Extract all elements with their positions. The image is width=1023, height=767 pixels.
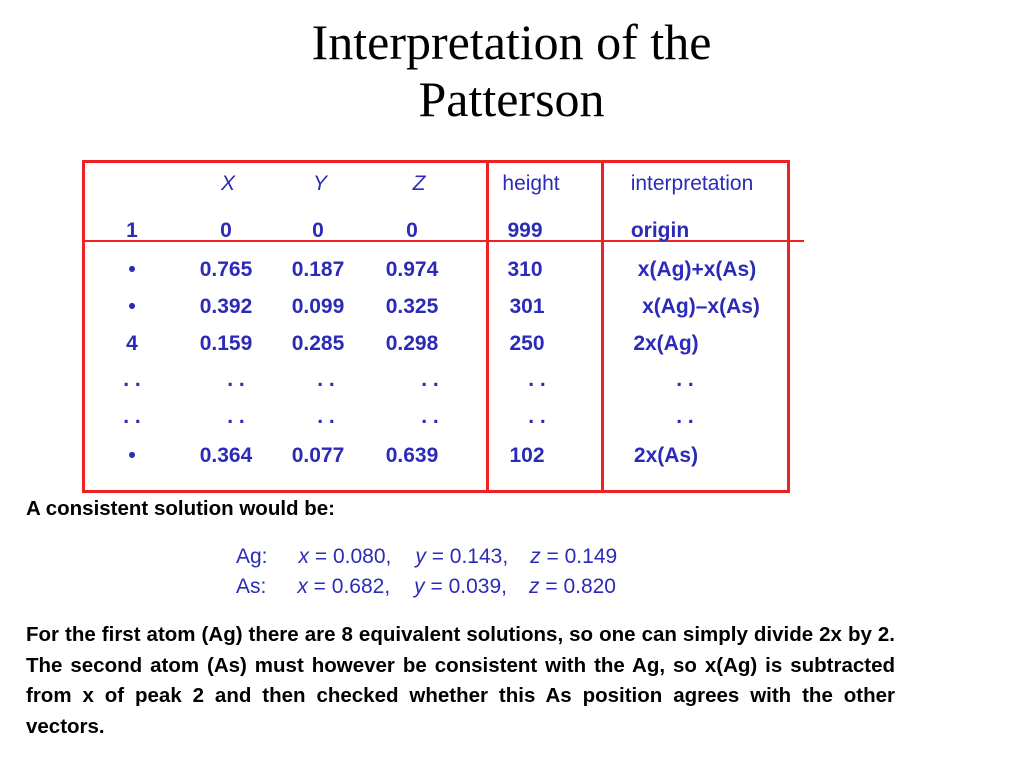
- table-header-rule: [82, 240, 804, 242]
- row-index: . .: [123, 405, 141, 428]
- row-x: . .: [227, 368, 245, 391]
- row-interpretation: origin: [630, 219, 690, 242]
- as-label: As:: [236, 575, 267, 598]
- ag-label: Ag:: [236, 545, 268, 568]
- row-height: 310: [507, 258, 543, 281]
- row-z: 0.298: [385, 332, 439, 355]
- row-interpretation: . .: [676, 368, 694, 391]
- ag-z-value: 0.149: [564, 545, 618, 568]
- row-interpretation: 2x(As): [633, 444, 699, 467]
- row-z: . .: [421, 368, 439, 391]
- header-x: X: [220, 172, 235, 195]
- ag-y-var: y: [415, 545, 426, 568]
- as-z-var: z: [529, 575, 540, 598]
- solution-ag-line: Ag: x = 0.080, y = 0.143, z = 0.149: [236, 543, 617, 571]
- row-interpretation: x(Ag)–x(As): [642, 295, 760, 318]
- row-x: 0: [220, 219, 232, 242]
- as-x-value: 0.682,: [331, 575, 391, 598]
- as-y-value: 0.039,: [448, 575, 507, 598]
- row-x: 0.364: [199, 444, 253, 467]
- equals-sign: =: [540, 545, 565, 568]
- row-index: •: [128, 295, 136, 318]
- ag-z-var: z: [530, 545, 541, 568]
- row-z: 0.639: [385, 444, 439, 467]
- row-index: 1: [126, 219, 138, 242]
- header-y: Y: [312, 172, 327, 195]
- row-x: 0.765: [199, 258, 253, 281]
- ag-x-var: x: [298, 545, 310, 568]
- equals-sign: =: [307, 575, 332, 598]
- row-height: 301: [509, 295, 545, 318]
- page-title: Interpretation of the Patterson: [0, 14, 1023, 128]
- row-z: . .: [421, 405, 439, 428]
- row-z: 0: [406, 219, 418, 242]
- ag-x-value: 0.080,: [332, 545, 392, 568]
- as-x-var: x: [297, 575, 308, 598]
- row-index: . .: [123, 368, 141, 391]
- row-interpretation: 2x(Ag): [633, 332, 699, 355]
- solution-as-line: As: x = 0.682, y = 0.039, z = 0.820: [236, 573, 616, 601]
- table-frame: [82, 160, 790, 493]
- ag-y-value: 0.143,: [449, 545, 509, 568]
- row-y: 0.099: [291, 295, 345, 318]
- solution-heading: A consistent solution would be:: [26, 497, 336, 520]
- row-z: 0.325: [385, 295, 439, 318]
- row-interpretation: x(Ag)+x(As): [637, 258, 757, 281]
- row-height: . .: [528, 368, 546, 391]
- row-z: 0.974: [385, 258, 439, 281]
- title-line-2: Patterson: [418, 71, 605, 127]
- row-x: 0.392: [199, 295, 253, 318]
- header-height: height: [502, 172, 560, 195]
- explanation-paragraph: For the first atom (Ag) there are 8 equi…: [26, 623, 895, 738]
- equals-sign: =: [424, 575, 449, 598]
- row-height: 999: [507, 219, 543, 242]
- equals-sign: =: [425, 545, 450, 568]
- header-z: Z: [412, 172, 426, 195]
- table-divider-2: [601, 160, 604, 493]
- equals-sign: =: [539, 575, 564, 598]
- row-y: . .: [317, 368, 335, 391]
- row-height: . .: [528, 405, 546, 428]
- header-interpretation: interpretation: [630, 172, 754, 195]
- row-y: 0: [312, 219, 324, 242]
- row-y: 0.077: [291, 444, 345, 467]
- row-y: 0.285: [291, 332, 345, 355]
- row-height: 102: [509, 444, 545, 467]
- equals-sign: =: [309, 545, 333, 568]
- row-index: •: [128, 258, 136, 281]
- row-x: . .: [227, 405, 245, 428]
- as-z-value: 0.820: [563, 575, 616, 598]
- row-y: . .: [317, 405, 335, 428]
- table-divider-1: [486, 160, 489, 493]
- row-index: 4: [126, 332, 138, 355]
- row-interpretation: . .: [676, 405, 694, 428]
- row-x: 0.159: [199, 332, 253, 355]
- row-index: •: [128, 444, 136, 467]
- row-height: 250: [509, 332, 545, 355]
- as-y-var: y: [414, 575, 425, 598]
- row-y: 0.187: [291, 258, 345, 281]
- title-line-1: Interpretation of the: [311, 14, 712, 70]
